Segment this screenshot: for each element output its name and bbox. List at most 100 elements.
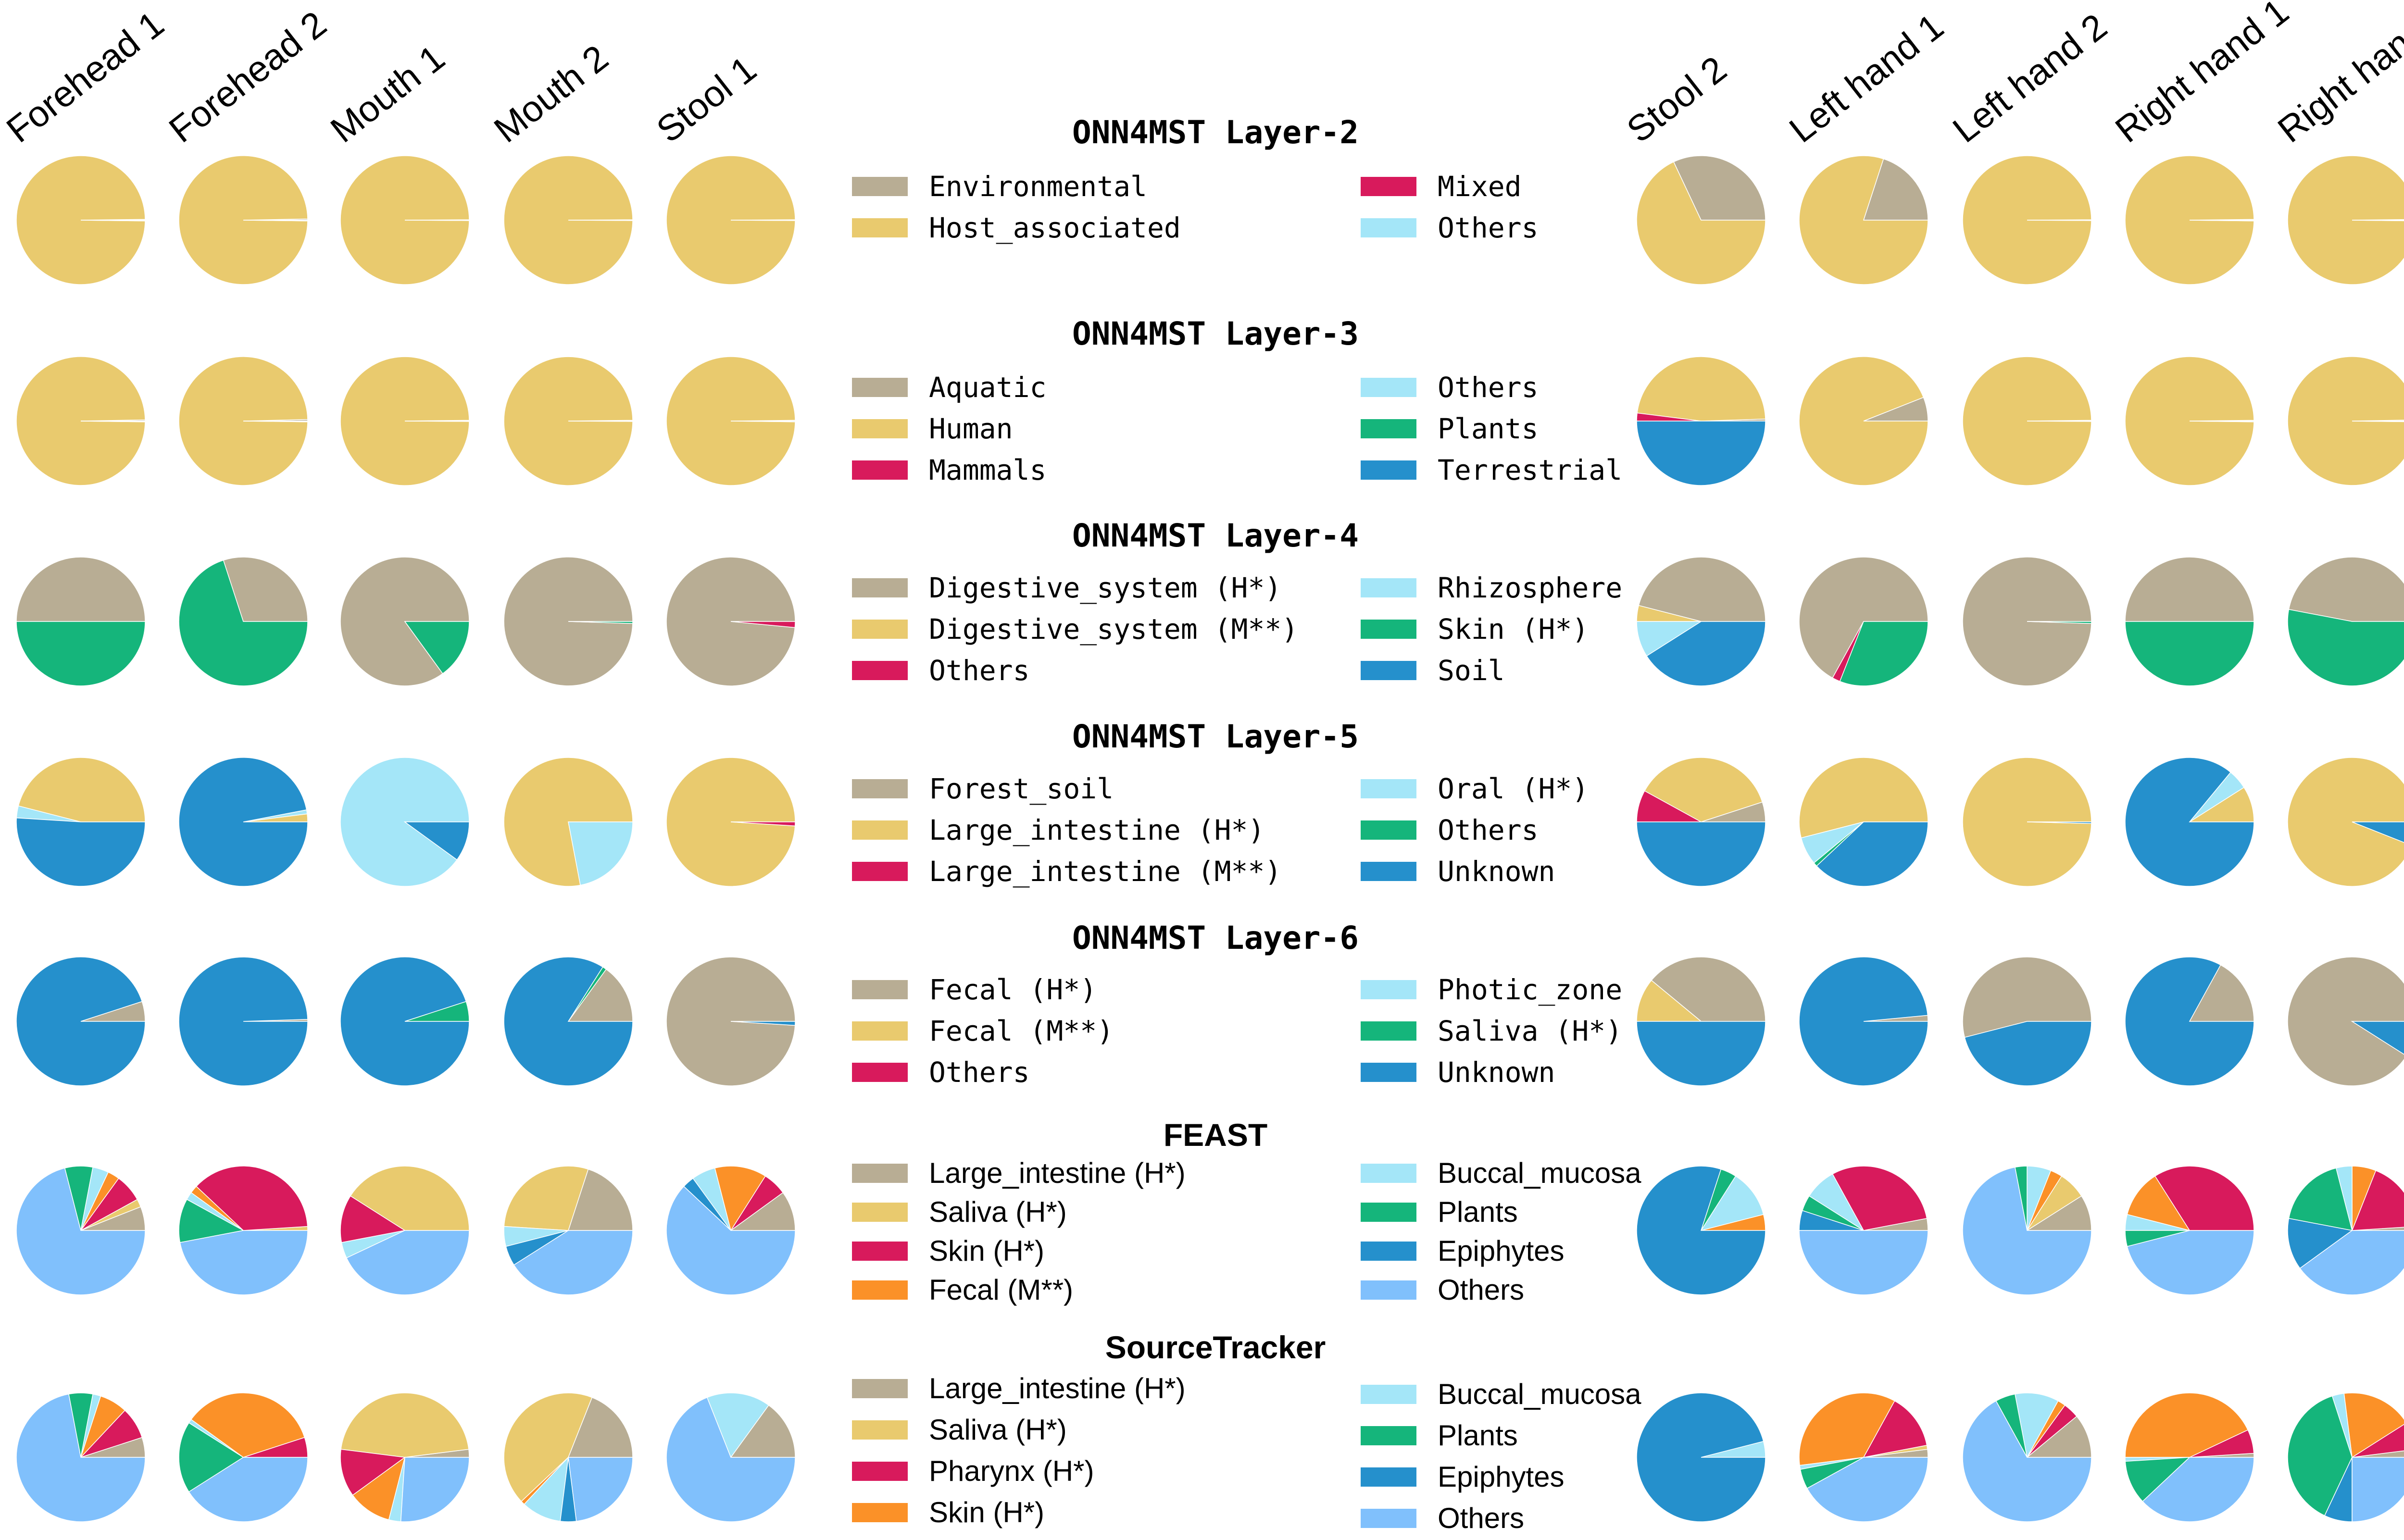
- pie-slice: [503, 1166, 589, 1231]
- panel-title: ONN4MST Layer-4: [1072, 517, 1359, 554]
- legend-label: Environmental: [929, 170, 1147, 203]
- pie-slice: [2027, 421, 2092, 422]
- pie-slice: [2142, 1457, 2254, 1522]
- pie-slice: [340, 1392, 469, 1458]
- pie-slice: [1962, 1167, 2092, 1295]
- pie-slice: [568, 421, 633, 422]
- pie-slice: [2287, 609, 2404, 686]
- legend-swatch: [1361, 419, 1416, 438]
- pie-slice: [2127, 1230, 2254, 1295]
- legend-swatch: [1361, 862, 1416, 881]
- legend-swatch: [1361, 980, 1416, 999]
- legend-label: Buccal_mucosa: [1438, 1378, 1641, 1410]
- pie-slice: [80, 421, 146, 422]
- pie-slice: [1636, 161, 1766, 285]
- legend-swatch: [852, 1503, 908, 1522]
- column-label: Stool 2: [1619, 49, 1734, 151]
- pie-slice: [567, 969, 633, 1022]
- legend-label: Fecal (H*): [929, 973, 1097, 1006]
- pie-slice: [714, 1166, 766, 1231]
- pie-slice: [1816, 821, 1928, 887]
- column-label: Right hand 1: [2108, 0, 2296, 150]
- pie-slice: [666, 1186, 796, 1295]
- pie-slice: [2287, 1218, 2353, 1269]
- pie-slice: [178, 1422, 244, 1492]
- pie-slice: [350, 1166, 470, 1231]
- legend-label: Others: [929, 1056, 1030, 1089]
- pie-slice: [16, 956, 146, 1086]
- panel-2: ONN4MST Layer-3 Aquatic Human Mammals Others…: [16, 315, 2404, 486]
- pie-slice: [1637, 356, 1766, 422]
- legend-label: Human: [929, 412, 1013, 445]
- legend-label: Forest_soil: [929, 772, 1114, 805]
- legend-swatch: [1361, 1426, 1416, 1445]
- pie-slice: [346, 1230, 470, 1295]
- panel-title: ONN4MST Layer-5: [1072, 718, 1359, 755]
- legend-swatch: [1361, 1280, 1416, 1300]
- pie-slice: [1644, 757, 1763, 822]
- panel-title: FEAST: [1164, 1117, 1267, 1153]
- column-label: Left hand 1: [1782, 6, 1951, 150]
- legend-swatch: [1361, 578, 1416, 597]
- pie-slice: [1638, 557, 1766, 622]
- pie-slice: [1636, 821, 1766, 887]
- legend-label: Others: [929, 654, 1030, 687]
- pie-slice: [2027, 621, 2092, 624]
- pie-slice: [730, 1404, 796, 1458]
- pie-slice: [1673, 155, 1766, 221]
- legend-swatch: [1361, 378, 1416, 397]
- legend-swatch: [1361, 620, 1416, 639]
- pie-slice: [1863, 1400, 1928, 1458]
- legend-label: Digestive_system (H*): [929, 571, 1281, 604]
- legend-label: Photic_zone: [1438, 973, 1622, 1006]
- legend-swatch: [852, 980, 908, 999]
- pie-slice: [243, 220, 308, 222]
- legend-swatch: [1361, 1467, 1416, 1487]
- legend-label: Terrestrial: [1438, 454, 1622, 486]
- legend-label: Large_intestine (M**): [929, 855, 1281, 888]
- pie-slice: [16, 557, 146, 622]
- legend-swatch: [852, 820, 908, 840]
- pie-slice: [1839, 621, 1928, 686]
- pie-slice: [1700, 1175, 1764, 1231]
- legend-swatch: [1361, 177, 1416, 196]
- pie-slice: [513, 1230, 633, 1295]
- pie-slice: [2287, 757, 2404, 887]
- pie-slice: [666, 356, 796, 486]
- pie-slice: [2287, 155, 2404, 285]
- legend-swatch: [852, 620, 908, 639]
- legend-swatch: [852, 378, 908, 397]
- legend-swatch: [852, 862, 908, 881]
- pie-slice: [352, 1456, 406, 1520]
- legend-swatch: [1361, 1242, 1416, 1261]
- pie-slice: [2352, 220, 2404, 222]
- legend-label: Unknown: [1438, 855, 1555, 888]
- legend-label: Epiphytes: [1438, 1461, 1565, 1493]
- legend-label: Large_intestine (H*): [929, 1157, 1186, 1189]
- pie-slice: [2351, 1021, 2404, 1055]
- legend-swatch: [852, 460, 908, 480]
- pie-slice: [568, 220, 633, 221]
- legend-swatch: [852, 1420, 908, 1440]
- pie-slice: [178, 757, 308, 887]
- pie-slice: [2127, 1175, 2191, 1231]
- pie-slice: [2351, 1170, 2404, 1231]
- pie-slice: [2287, 956, 2404, 1086]
- legend-label: Others: [1438, 211, 1539, 244]
- pie-slice: [2027, 220, 2092, 221]
- legend-swatch: [852, 1203, 908, 1222]
- pie-slice: [16, 817, 146, 887]
- legend-swatch: [1361, 1203, 1416, 1222]
- legend-swatch: [852, 1242, 908, 1261]
- pie-slice: [2189, 421, 2254, 422]
- legend-label: Fecal (M**): [929, 1274, 1073, 1306]
- pie-slice: [2125, 757, 2254, 887]
- pie-slice: [2125, 1457, 2191, 1502]
- pie-slice: [666, 1397, 796, 1522]
- pie-slice: [1636, 1392, 1766, 1522]
- pie-slice: [2125, 621, 2254, 686]
- pie-slice: [1962, 155, 2092, 285]
- pie-slice: [340, 155, 470, 285]
- pie-slice: [2287, 356, 2404, 486]
- pie-slice: [2352, 1457, 2404, 1522]
